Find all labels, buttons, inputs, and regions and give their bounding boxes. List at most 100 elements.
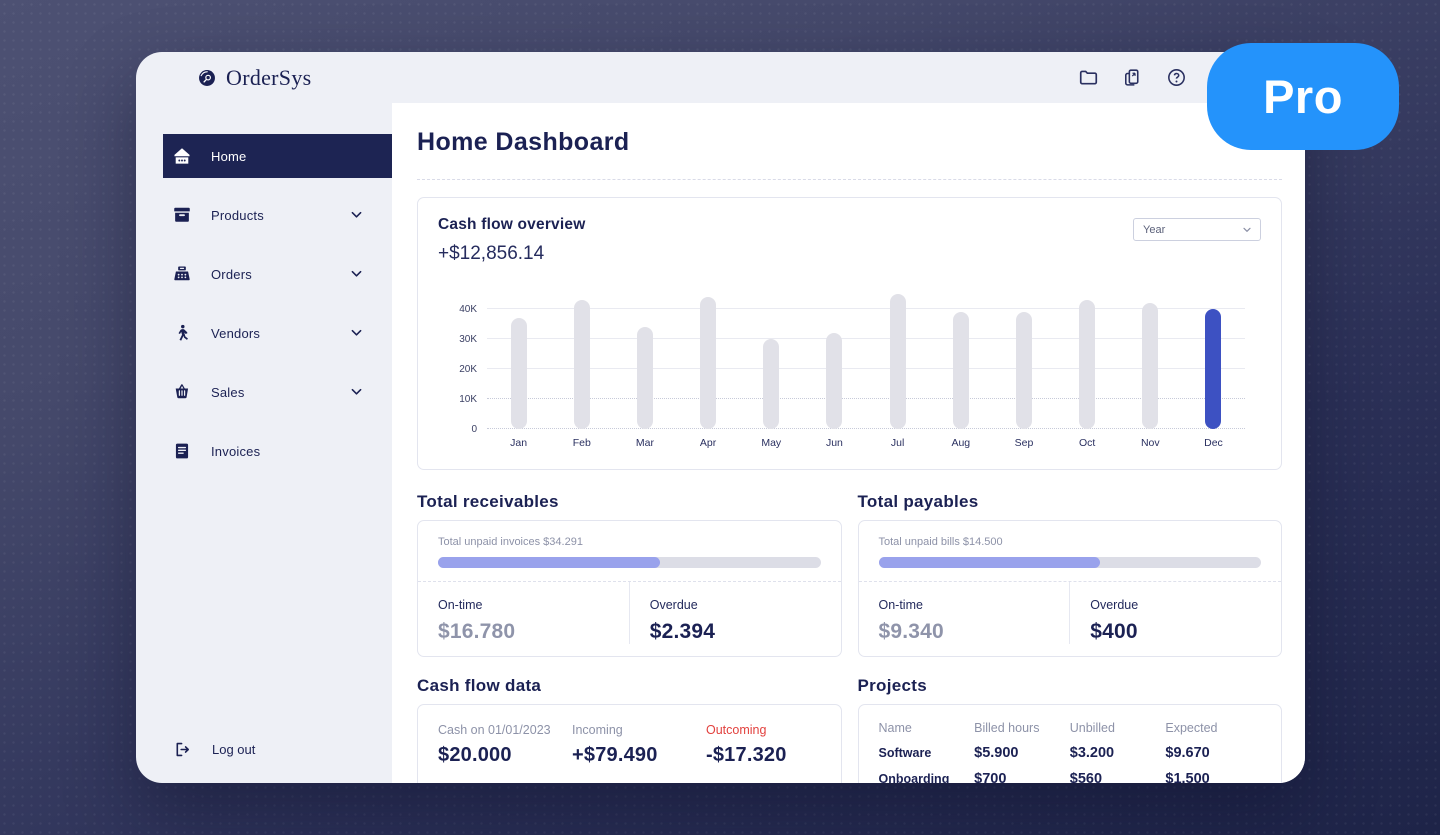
- project-name: Software: [878, 746, 932, 760]
- sidebar-item-label: Orders: [211, 266, 252, 282]
- overdue-value: $2.394: [649, 620, 716, 643]
- sidebar-item-products[interactable]: Products: [163, 193, 392, 237]
- bar-column-Jan: [487, 292, 550, 429]
- sidebar-item-home[interactable]: Home: [163, 134, 392, 178]
- column-expected: Expected: [1165, 721, 1218, 735]
- products-icon: [173, 206, 191, 224]
- cash-on-start-value: $20.000: [438, 744, 512, 766]
- total-receivables-section: Total receivables Total unpaid invoices …: [417, 492, 842, 657]
- projects-title: Projects: [857, 676, 927, 695]
- outcoming-value: -$17.320: [706, 744, 787, 766]
- x-axis-tick: Oct: [1078, 437, 1096, 449]
- bar-column-Nov: [1119, 292, 1182, 429]
- receivables-overdue-cell: Overdue $2.394: [628, 582, 841, 644]
- copy-export-icon[interactable]: [1122, 67, 1143, 88]
- sidebar-nav: Home Products Orders Vendors Sales Invoices: [136, 134, 392, 488]
- orders-icon: [173, 265, 191, 283]
- sidebar-item-orders[interactable]: Orders: [163, 252, 392, 296]
- bar-column-Mar: [613, 292, 676, 429]
- main-content: Home Dashboard Cash flow overview +$12,8…: [392, 103, 1305, 783]
- sidebar-item-label: Invoices: [211, 443, 261, 459]
- cash-flow-data-section: Cash flow data Cash on 01/01/2023 $20.00…: [417, 676, 842, 783]
- sales-icon: [173, 383, 191, 401]
- x-axis-tick: Jan: [510, 437, 528, 449]
- bar-Oct: [1079, 299, 1096, 429]
- unbilled-value: $3.200: [1069, 745, 1115, 761]
- payables-card: Total unpaid bills $14.500 On-time $9.34…: [857, 520, 1282, 657]
- receivables-card: Total unpaid invoices $34.291 On-time $1…: [417, 520, 842, 657]
- receivables-progress-track: [438, 557, 821, 568]
- gridline-30K: [487, 337, 1245, 339]
- chart-plot-area: 0 10K 20K 30K 40K: [459, 292, 1245, 435]
- projects-table-header: Name Billed hours Unbilled Expected: [879, 721, 1262, 735]
- y-axis-tick: 40K: [459, 303, 477, 315]
- bar-Dec: [1205, 308, 1222, 429]
- table-row: Software $5.900 $3.200 $9.670: [879, 745, 1262, 761]
- sidebar-item-sales[interactable]: Sales: [163, 370, 392, 414]
- payables-overdue-cell: Overdue $400: [1069, 582, 1281, 644]
- x-axis-tick: Feb: [572, 437, 591, 449]
- chevron-down-icon: [351, 388, 362, 396]
- outcoming-label: Outcoming: [706, 723, 767, 737]
- pro-badge: Pro: [1207, 43, 1399, 150]
- page-title: Home Dashboard: [417, 128, 630, 156]
- projects-card: Name Billed hours Unbilled Expected Soft…: [857, 704, 1282, 783]
- app-window: OrderSys Home Products Orders Vendors Sales I…: [136, 52, 1305, 783]
- chevron-down-icon: [351, 211, 362, 219]
- x-axis-tick: Dec: [1204, 437, 1223, 449]
- project-name: Onboarding: [878, 772, 950, 783]
- sidebar-item-vendors[interactable]: Vendors: [163, 311, 392, 355]
- home-icon: [173, 147, 191, 165]
- cash-flow-item: Cash on 01/01/2023 $20.000: [438, 723, 572, 767]
- total-payables-section: Total payables Total unpaid bills $14.50…: [857, 492, 1282, 657]
- bar-column-Jun: [803, 292, 866, 429]
- bar-column-Aug: [929, 292, 992, 429]
- title-divider: [417, 179, 1282, 180]
- sidebar: Home Products Orders Vendors Sales Invoices L…: [136, 103, 392, 783]
- period-select-value: Year: [1143, 223, 1166, 236]
- bar-chart: 0 10K 20K 30K 40K Jan Feb Mar Apr May Jun Jul Aug Se…: [459, 292, 1245, 449]
- sidebar-item-label: Sales: [211, 384, 245, 400]
- billed-hours-value: $700: [974, 771, 1007, 783]
- on-time-label: On-time: [878, 598, 923, 612]
- help-icon[interactable]: [1166, 67, 1187, 88]
- column-unbilled: Unbilled: [1069, 721, 1115, 735]
- payables-summary: Total unpaid bills $14.500: [878, 536, 1003, 548]
- chevron-down-icon: [351, 329, 362, 337]
- overdue-label: Overdue: [1090, 598, 1139, 612]
- cash-flow-item: Outcoming -$17.320: [706, 723, 821, 767]
- expected-value: $9.670: [1165, 745, 1210, 761]
- cash-flow-overview-card: Cash flow overview +$12,856.14 Year 0 10K…: [417, 197, 1282, 470]
- gridline-10K: [487, 397, 1245, 399]
- y-axis-tick: 30K: [459, 333, 477, 345]
- overdue-label: Overdue: [649, 598, 698, 612]
- logo-globe-search-icon: [198, 65, 216, 91]
- chevron-down-icon: [351, 270, 362, 278]
- bar-column-Sep: [992, 292, 1055, 429]
- chart-title: Cash flow overview: [438, 216, 586, 233]
- payables-progress-track: [878, 557, 1261, 568]
- receivables-summary: Total unpaid invoices $34.291: [438, 536, 583, 548]
- y-axis-tick: 0: [471, 424, 477, 435]
- period-select[interactable]: Year: [1133, 218, 1261, 241]
- folder-icon[interactable]: [1078, 67, 1099, 88]
- gridline-0: [487, 428, 1245, 429]
- cash-on-start-label: Cash on 01/01/2023: [438, 723, 551, 737]
- chart-total-amount: +$12,856.14: [438, 243, 545, 264]
- sidebar-item-invoices[interactable]: Invoices: [163, 429, 392, 473]
- sidebar-item-label: Products: [211, 207, 264, 223]
- x-axis-tick: Mar: [635, 437, 654, 449]
- x-axis-tick: Apr: [699, 437, 717, 449]
- bar-Sep: [1015, 311, 1032, 429]
- projects-section: Projects Name Billed hours Unbilled Expe…: [857, 676, 1282, 783]
- receivables-title: Total receivables: [417, 492, 559, 511]
- billed-hours-value: $5.900: [974, 745, 1019, 761]
- x-axis-tick: Jul: [890, 437, 905, 449]
- bar-column-Dec: [1182, 292, 1245, 429]
- column-billed-hours: Billed hours: [974, 721, 1040, 735]
- logout-button[interactable]: Log out: [173, 740, 392, 759]
- chevron-down-icon: [1243, 224, 1251, 236]
- bar-column-Oct: [1056, 292, 1119, 429]
- bar-column-Feb: [550, 292, 613, 429]
- app-logo: OrderSys: [198, 65, 312, 91]
